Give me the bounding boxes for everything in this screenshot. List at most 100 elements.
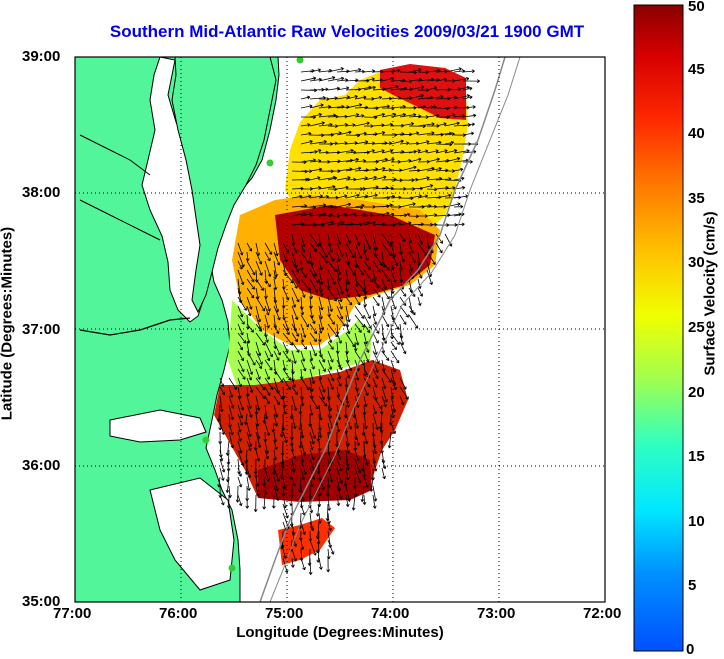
velocity-arrow (462, 122, 475, 127)
velocity-arrow (273, 251, 281, 266)
velocity-arrow (435, 242, 443, 254)
velocity-arrow (255, 431, 262, 448)
velocity-arrow (379, 404, 384, 415)
velocity-arrow (264, 449, 269, 460)
velocity-arrow (255, 476, 260, 487)
velocity-arrow (309, 404, 314, 416)
velocity-arrow (298, 404, 303, 415)
velocity-arrow (462, 105, 476, 109)
velocity-arrow (345, 485, 351, 502)
velocity-arrow (291, 530, 298, 547)
velocity-arrow (381, 377, 387, 390)
velocity-arrow (345, 233, 351, 244)
velocity-arrow (354, 242, 363, 259)
velocity-arrow (363, 305, 371, 319)
velocity-arrow (345, 467, 350, 481)
velocity-arrow (282, 548, 287, 559)
velocity-arrow (273, 395, 281, 406)
velocity-arrow (273, 440, 278, 450)
velocity-arrow (372, 359, 379, 374)
velocity-arrow (408, 85, 425, 91)
colorbar-tick-label: 20 (688, 383, 705, 401)
velocity-arrow (264, 260, 272, 277)
shelf-break-contour (259, 57, 506, 602)
velocity-arrow (237, 269, 245, 286)
velocity-arrow (245, 251, 250, 262)
velocity-arrow (354, 323, 362, 333)
velocity-arrow (309, 260, 318, 277)
velocity-arrow (244, 413, 248, 425)
velocity-arrow (363, 431, 369, 445)
map-frame (74, 56, 606, 603)
velocity-arrow (336, 377, 342, 387)
velocity-arrow (255, 278, 264, 291)
velocity-arrow (390, 377, 397, 391)
velocity-arrow (444, 186, 456, 190)
velocity-arrow (426, 157, 440, 163)
velocity-arrow (399, 141, 410, 146)
velocity-arrow (363, 449, 369, 466)
velocity-arrow (417, 194, 429, 199)
velocity-arrow (363, 260, 371, 271)
velocity-arrow (273, 404, 279, 418)
velocity-arrow (381, 269, 390, 282)
velocity-arrow (354, 121, 370, 127)
velocity-arrow (300, 76, 317, 82)
velocity-arrow (309, 395, 319, 410)
velocity-arrow (345, 332, 356, 348)
velocity-arrow (381, 287, 390, 300)
velocity-arrow (390, 359, 397, 373)
velocity-arrow (309, 112, 322, 118)
velocity-arrow (327, 467, 334, 483)
velocity-arrow (417, 122, 435, 127)
velocity-arrow (345, 287, 351, 298)
velocity-arrow (237, 395, 245, 411)
velocity-arrow (273, 413, 279, 427)
velocity-arrow (273, 278, 278, 291)
velocity-arrow (237, 359, 245, 373)
velocity-arrow (372, 131, 386, 136)
velocity-arrow (399, 395, 405, 406)
velocity-arrow (345, 458, 350, 471)
velocity-arrow (444, 67, 462, 73)
velocity-arrow (345, 94, 358, 100)
velocity-arrow (336, 314, 346, 327)
velocity-arrow (363, 386, 369, 397)
velocity-arrow (246, 269, 255, 283)
velocity-arrow (237, 314, 245, 325)
velocity-arrow (372, 269, 377, 281)
velocity-arrow (237, 440, 243, 454)
velocity-arrow (390, 112, 406, 118)
velocity-arrow (336, 359, 343, 371)
velocity-arrow (273, 431, 278, 443)
velocity-arrow (273, 467, 280, 482)
velocity-arrow (408, 67, 422, 73)
colorbar-tick-label: 15 (688, 448, 705, 466)
velocity-arrow (327, 296, 333, 312)
velocity-arrow (318, 287, 324, 297)
velocity-arrow (309, 148, 322, 154)
velocity-arrow (345, 123, 356, 127)
velocity-arrow (255, 449, 261, 462)
velocity-arrow (308, 557, 313, 575)
velocity-arrow (300, 139, 313, 145)
x-tick-label: 75:00 (265, 605, 304, 622)
velocity-arrow (363, 251, 369, 262)
velocity-arrow (363, 413, 368, 430)
velocity-arrow (255, 251, 263, 265)
velocity-arrow (264, 422, 271, 436)
velocity-arrow (273, 341, 281, 356)
velocity-arrow (291, 395, 298, 412)
velocity-arrow (390, 251, 399, 267)
velocity-arrow (291, 323, 300, 337)
velocity-arrow (318, 251, 328, 264)
velocity-arrow (327, 67, 344, 73)
velocity-arrow (354, 413, 360, 429)
velocity-arrow (246, 278, 255, 290)
velocity-arrow (255, 359, 263, 369)
velocity-arrow (372, 211, 390, 217)
velocity-arrow (300, 287, 306, 298)
velocity-arrow (444, 113, 456, 118)
velocity-arrow (309, 521, 315, 532)
